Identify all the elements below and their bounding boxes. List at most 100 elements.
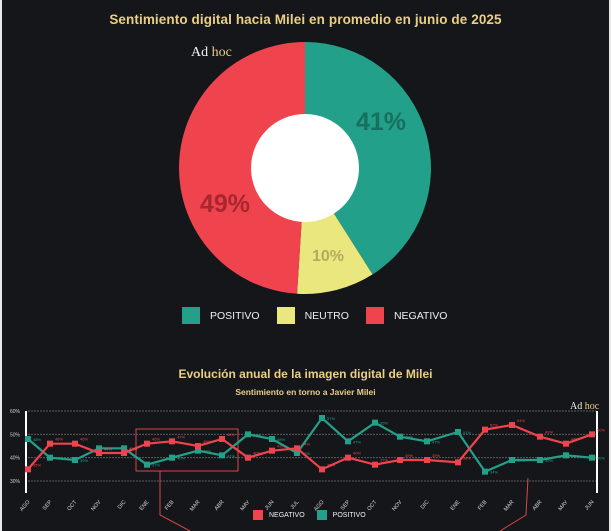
data-label-negativo: 42% [104, 446, 112, 451]
x-tick-label: MAY [240, 499, 252, 512]
x-tick-label: AGO [19, 499, 32, 513]
legend-item-negativo: NEGATIVO [253, 510, 305, 520]
x-tick-label: FEB [164, 499, 176, 511]
data-point-negativo [195, 443, 201, 449]
data-label-positivo: 55% [380, 421, 388, 426]
data-point-positivo [319, 415, 325, 421]
x-tick-label: NOV [391, 499, 403, 512]
data-label-negativo: 40% [253, 451, 261, 456]
data-label-positivo: 49% [405, 435, 413, 440]
data-label-positivo: 37% [152, 463, 160, 468]
data-point-positivo [294, 450, 300, 456]
x-tick-label: OCT [66, 499, 78, 512]
data-label-positivo: 41% [227, 453, 235, 458]
x-tick-label: JUN [584, 499, 595, 511]
data-label-positivo: 39% [80, 458, 88, 463]
data-point-positivo [245, 431, 251, 438]
data-point-negativo [455, 459, 461, 466]
legend-item-neutro: NEUTRO [276, 307, 349, 324]
data-point-negativo [537, 433, 543, 440]
data-label-positivo: 48% [277, 437, 285, 442]
data-label-positivo: 34% [490, 470, 498, 475]
negativo-swatch [365, 307, 384, 324]
donut-slice-negativo [178, 42, 305, 294]
adhoc-logo-small: Ad hoc [570, 401, 599, 412]
data-label-negativo: 38% [463, 455, 471, 460]
data-point-positivo [47, 454, 53, 461]
data-point-positivo [509, 457, 515, 463]
x-tick-label: FEB [477, 499, 489, 511]
data-point-positivo [25, 436, 31, 442]
frame-border-right [609, 0, 611, 531]
data-point-negativo [121, 450, 127, 456]
data-label-negativo: 44% [302, 441, 310, 446]
data-point-positivo [72, 457, 78, 463]
legend-item-negativo: NEGATIVO [365, 307, 448, 324]
line-chart-subtitle: Sentimiento en torno a Javier Milei [235, 387, 376, 397]
data-point-negativo [397, 457, 403, 463]
data-point-negativo [345, 454, 351, 461]
connector-line-left [159, 471, 191, 531]
y-tick-label: 30% [10, 479, 21, 485]
line-legend: NEGATIVO POSITIVO [253, 510, 378, 520]
line-chart-title: Evolución anual de la imagen digital de … [178, 367, 433, 381]
y-tick-label: 60% [10, 409, 21, 415]
x-tick-label: DIC [420, 499, 431, 510]
data-point-positivo [455, 429, 461, 435]
data-point-positivo [424, 438, 430, 445]
x-tick-label: JUL [290, 499, 301, 510]
data-label-positivo: 47% [353, 439, 361, 444]
data-label-positivo: 39% [545, 458, 553, 463]
x-tick-label: NOV [90, 499, 102, 512]
x-tick-label: ENE [139, 499, 151, 512]
logo-hoc: hoc [211, 45, 232, 60]
x-tick-label: JUN [264, 499, 275, 511]
x-tick-label: DIC [117, 499, 128, 510]
data-point-positivo [537, 457, 543, 463]
data-label-negativo: 40% [353, 451, 361, 456]
data-label-positivo: 40% [597, 456, 605, 461]
data-label-positivo: 40% [177, 456, 185, 461]
data-label-negativo: 39% [405, 453, 413, 458]
x-tick-label: MAY [558, 499, 570, 512]
donut-label-neutro: 10% [312, 248, 344, 265]
donut-slice-positivo [305, 42, 432, 275]
data-point-negativo [563, 440, 569, 447]
data-label-negativo: 47% [177, 434, 185, 439]
data-point-positivo [345, 438, 351, 445]
neutro-swatch [276, 307, 295, 324]
legend-label-negativo: NEGATIVO [269, 511, 305, 519]
data-label-positivo: 47% [432, 439, 440, 444]
data-point-negativo [372, 461, 378, 468]
data-label-positivo: 48% [33, 437, 41, 442]
x-tick-label: SEP [42, 499, 54, 512]
donut-chart-title: Sentimiento digital hacia Milei en prome… [109, 12, 502, 27]
data-label-positivo: 40% [55, 456, 63, 461]
data-label-negativo: 52% [490, 423, 498, 428]
data-label-negativo: 48% [227, 432, 235, 437]
legend-label-negativo: NEGATIVO [393, 309, 448, 322]
data-label-positivo: 39% [517, 458, 525, 463]
data-point-positivo [563, 452, 569, 459]
data-point-positivo [121, 445, 127, 452]
data-label-negativo: 43% [277, 444, 285, 449]
data-label-negativo: 49% [545, 430, 553, 435]
data-point-negativo [245, 454, 251, 461]
y-tick-label: 40% [10, 456, 21, 462]
data-label-negativo: 42% [129, 446, 137, 451]
data-point-positivo [589, 454, 595, 461]
legend-label-positivo: POSITIVO [332, 511, 366, 519]
data-label-positivo: 44% [104, 446, 112, 451]
donut-label-positivo: 41% [356, 108, 406, 136]
data-point-positivo [144, 461, 150, 468]
data-point-positivo [96, 445, 102, 452]
logo-ad: Ad [570, 401, 583, 412]
data-point-negativo [589, 431, 595, 438]
data-label-positivo: 57% [327, 416, 335, 421]
data-point-positivo [195, 447, 201, 454]
logo-ad: Ad [191, 45, 209, 60]
positivo-swatch [182, 307, 200, 324]
data-label-negativo: 39% [432, 453, 440, 458]
logo-hoc: hoc [584, 401, 600, 412]
